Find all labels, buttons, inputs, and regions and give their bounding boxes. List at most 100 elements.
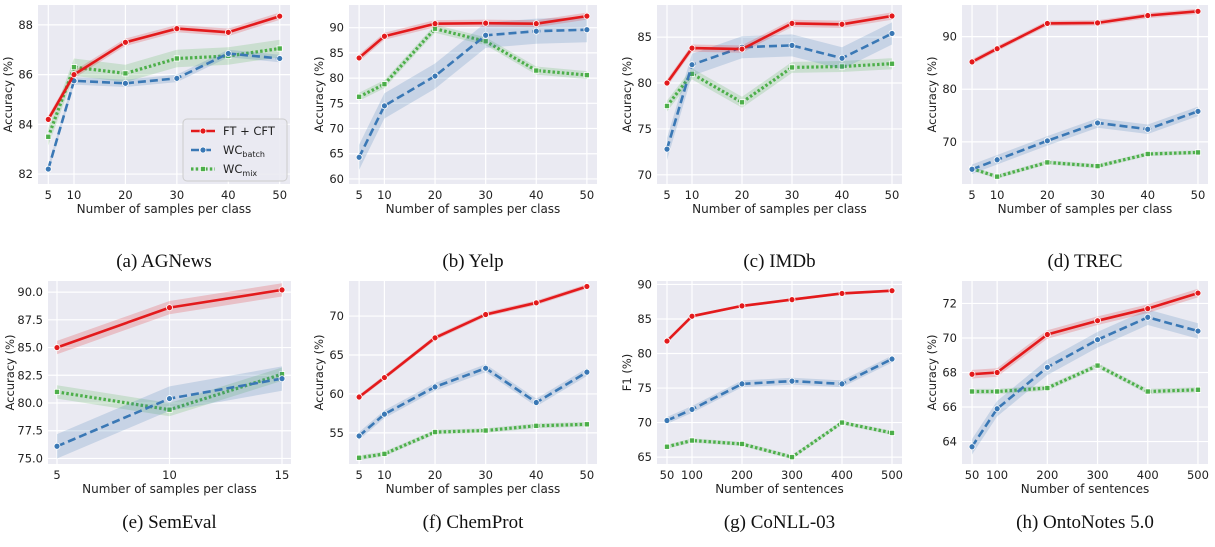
legend-label-main: FT + CFT [223,124,276,138]
series-line [47,14,281,121]
data-point [788,19,796,27]
x-tick-label: 5 [355,188,362,202]
x-tick-label: 5 [355,468,362,482]
x-tick-label: 10 [162,468,177,482]
data-point [968,58,976,66]
subfigure-caption: (f) ChemProt [423,512,525,533]
data-point [44,115,52,123]
data-point [1094,119,1101,127]
x-tick-label: 40 [1140,188,1155,202]
legend-label: FT + CFT [223,124,276,138]
series-line [971,10,1199,64]
x-tick-label: 40 [529,468,544,482]
data-point [689,437,696,444]
x-tick-label: 50 [660,468,675,482]
gridlines [48,281,291,464]
data-point [45,133,52,140]
data-point [532,399,540,406]
series-line [358,27,588,99]
data-point [53,344,61,351]
subfigure-caption: (d) TREC [1047,251,1122,272]
x-tick-label: 50 [965,468,980,482]
data-point [278,286,286,294]
y-tick-label: 68 [942,366,957,380]
data-point [789,64,796,71]
data-point [888,287,896,295]
series-ft-cft [355,283,591,401]
legend-label-subscript: batch [242,150,265,159]
series-wc-batch [968,309,1202,455]
y-tick-label: 82.5 [17,368,43,382]
data-point [431,334,439,342]
series-layer [663,287,896,461]
series-layer [968,7,1202,180]
y-tick-label: 80 [942,82,957,96]
confidence-band [57,283,282,355]
series-wc-batch [53,366,286,459]
data-point [888,30,896,37]
series-layer [355,283,591,461]
legend-label: WCmix [223,162,257,178]
confidence-band [48,39,280,146]
data-point [224,50,232,57]
legend-marker [199,165,206,172]
y-tick-label: 70 [329,122,344,136]
y-tick-label: 84 [18,117,33,131]
data-point [789,454,796,461]
data-point [355,432,363,440]
y-tick-label: 80 [637,76,652,90]
data-point [1094,19,1101,27]
x-tick-label: 500 [881,468,903,482]
series-layer [663,12,896,161]
subfigure-caption: (e) SemEval [122,512,216,533]
legend-entry: WCbatch [191,143,265,159]
data-point [482,31,490,39]
confidence-band [667,22,892,161]
data-point [122,79,129,87]
data-point [738,302,746,310]
x-tick-label: 300 [1087,468,1109,482]
y-tick-label: 70 [942,331,957,345]
x-axis-label: Number of sentences [715,482,844,496]
data-point [276,12,284,20]
y-tick-label: 72 [942,296,957,310]
chart-panel-3: 70 75 80 85 5 10 20 30 40 50 Number of samples per… [620,5,902,272]
data-point [482,427,489,434]
data-point [1043,137,1051,145]
data-point [1094,317,1101,325]
y-tick-label: 66 [942,400,957,414]
data-point [839,63,846,70]
series-line [358,366,588,437]
data-point [44,165,52,173]
data-point [888,355,896,363]
y-tick-label: 90 [637,277,652,291]
y-tick-label: 60 [329,172,344,186]
data-point [71,64,78,71]
x-tick-label: 10 [377,188,392,202]
data-point [788,41,796,49]
x-tick-label: 50 [580,468,595,482]
data-point [663,79,671,87]
x-tick-label: 15 [275,468,290,482]
x-tick-label: 200 [1036,468,1058,482]
x-tick-label: 20 [428,188,443,202]
data-point [1144,305,1152,313]
confidence-band [57,366,282,459]
series-line [665,14,893,84]
data-point [166,304,173,312]
data-point [968,165,976,173]
data-point [993,369,1001,376]
x-tick-label: 10 [990,188,1005,202]
x-tick-label: 5 [53,468,60,482]
series-layer [355,12,591,170]
data-point [224,28,232,36]
data-point [355,54,363,62]
series-wc-batch [663,22,896,161]
data-point [532,27,540,35]
x-tick-label: 100 [986,468,1008,482]
x-tick-label: 100 [681,468,703,482]
data-point [993,405,1001,413]
x-tick-label: 10 [685,188,700,202]
y-tick-label: 65 [329,147,344,161]
